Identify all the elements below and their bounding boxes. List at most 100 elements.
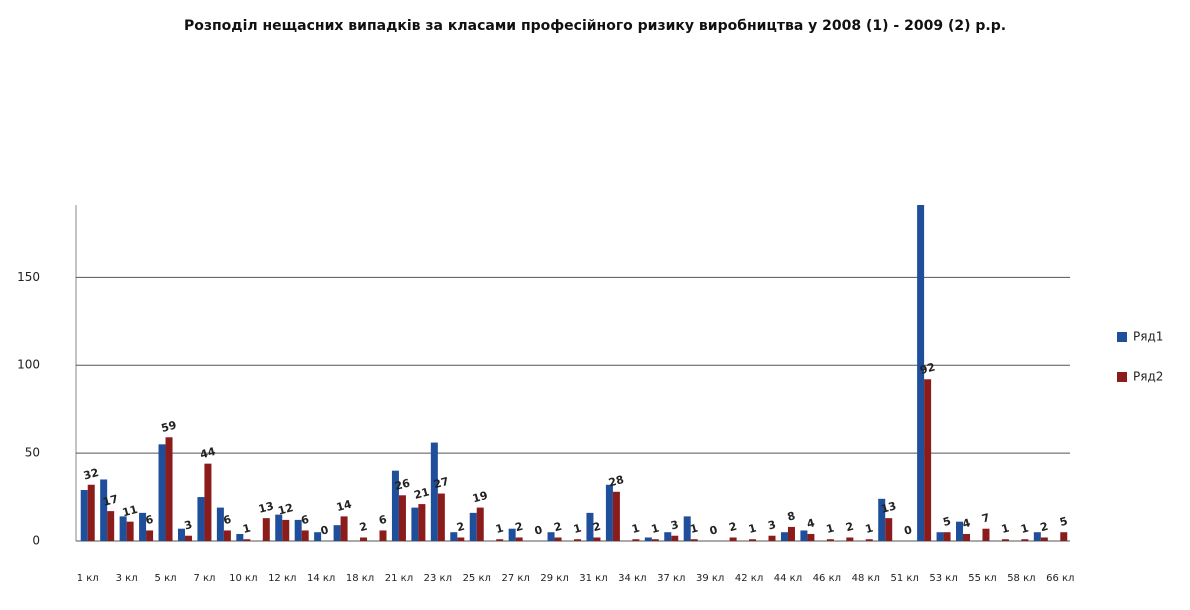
value-label: 0 [533,523,544,538]
bar [807,533,815,541]
bar [223,530,231,541]
value-label: 0 [903,523,914,538]
value-label: 2 [728,520,739,535]
value-label: 4 [805,516,816,531]
bar [865,539,873,541]
bar [878,498,886,541]
bar [139,512,147,541]
x-tick-label: 27 кл [501,573,529,584]
value-label: 11 [121,503,139,520]
chart-title: Розподіл нещасних випадків за класами пр… [183,18,1007,34]
bar [924,379,932,541]
value-label: 6 [377,513,388,528]
value-label: 2 [591,520,602,535]
legend-label: Ряд1 [1133,330,1163,344]
x-tick-label: 39 кл [696,573,724,584]
bar [262,518,270,541]
value-label: 44 [199,445,217,462]
bar [165,437,173,541]
bar [787,526,795,541]
bar [826,539,834,541]
x-tick-label: 44 кл [774,573,802,584]
x-tick-label: 18 кл [346,573,374,584]
x-tick-label: 21 кл [385,573,413,584]
value-label: 2 [844,520,855,535]
value-label: 19 [471,489,489,506]
legend-swatch [1117,372,1127,382]
bar [398,495,406,541]
bar [236,533,244,541]
bar [100,479,108,541]
bar [418,504,426,541]
x-tick-label: 25 кл [463,573,491,584]
legend-label: Ряд2 [1133,370,1163,384]
x-tick-label: 34 кл [618,573,646,584]
bar [197,497,205,541]
x-tick-label: 10 кл [229,573,257,584]
bar [671,535,679,541]
bar [612,491,620,541]
bar [437,493,445,541]
bar [282,519,290,541]
bar [664,532,672,541]
x-tick-label: 1 кл [77,573,99,584]
value-label: 26 [393,476,411,493]
value-label: 59 [160,419,178,436]
value-label: 21 [413,485,431,502]
bar [1033,532,1041,541]
bar [184,535,192,541]
x-tick-label: 5 кл [155,573,177,584]
bar [508,528,516,541]
bar [457,537,465,541]
value-label: 27 [432,475,450,492]
value-label: 1 [1000,521,1011,536]
x-tick-label: 58 кл [1007,573,1035,584]
bar [204,463,212,541]
x-tick-label: 48 кл [852,573,880,584]
bar [749,539,757,541]
value-label: 1 [689,521,700,536]
bar [411,507,419,541]
value-label: 4 [961,516,972,531]
bar [243,539,251,541]
bar [126,521,134,541]
value-label: 28 [607,473,625,490]
bar [1060,532,1068,541]
bar [301,530,309,541]
x-tick-label: 3 кл [116,573,138,584]
value-label: 8 [786,509,797,524]
bar [177,528,185,541]
bar [554,537,562,541]
value-label: 1 [864,521,875,536]
bar [294,519,302,541]
bar [476,507,484,541]
bar [605,484,613,541]
value-label: 17 [101,492,119,509]
bar [885,518,893,541]
value-label: 92 [918,361,936,378]
plot-area [80,205,1068,541]
bar [87,484,95,541]
value-label: 6 [222,513,233,528]
value-label: 3 [183,518,194,533]
value-label: 2 [1039,520,1050,535]
value-label: 6 [300,513,311,528]
value-label: 0 [319,523,330,538]
value-label: 0 [708,523,719,538]
x-tick-label: 31 кл [579,573,607,584]
value-label: 2 [553,520,564,535]
bar [80,490,88,541]
y-tick-label: 150 [17,270,40,284]
value-label: 1 [241,521,252,536]
bar [333,525,341,541]
value-label: 13 [257,499,275,516]
x-tick-label: 37 кл [657,573,685,584]
bar [768,535,776,541]
bar [644,537,652,541]
bar [430,442,438,541]
bar [963,533,971,541]
value-label: 32 [82,466,100,483]
value-label: 3 [767,518,778,533]
value-label: 3 [669,518,680,533]
bar [943,532,951,541]
